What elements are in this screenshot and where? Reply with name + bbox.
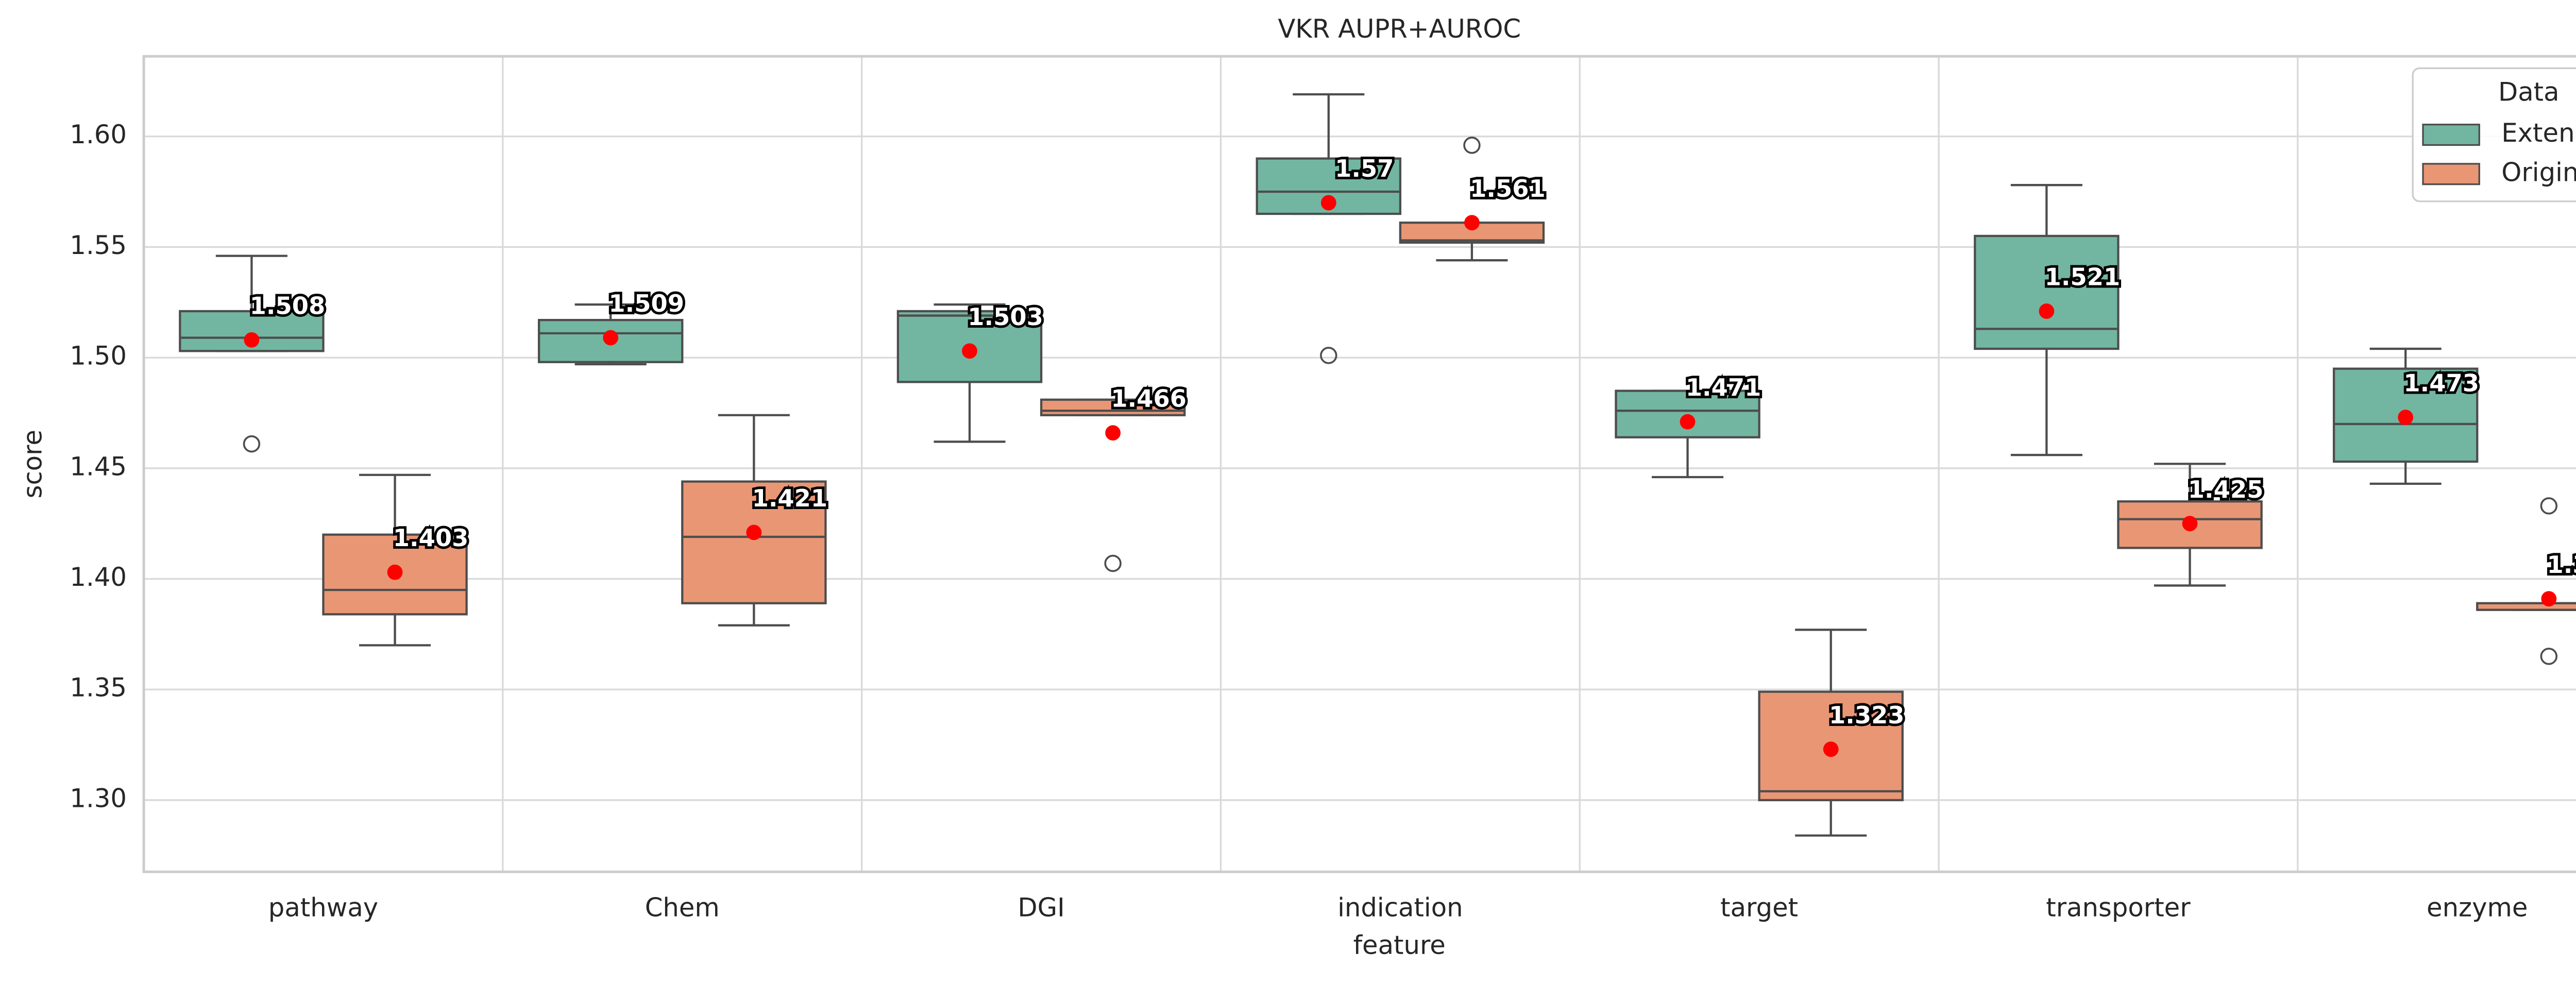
mean-label: 1.471 bbox=[1686, 374, 1761, 401]
x-tick-label: indication bbox=[1337, 892, 1463, 922]
mean-label: 1.466 bbox=[1111, 385, 1187, 413]
x-tick-label: Chem bbox=[645, 892, 720, 922]
box bbox=[681, 480, 827, 604]
outlier bbox=[2540, 648, 2558, 665]
box bbox=[1615, 390, 1760, 438]
x-axis-label: feature bbox=[1353, 930, 1446, 960]
plot-frame bbox=[142, 55, 2576, 873]
mean-point bbox=[1320, 195, 1336, 211]
mean-point bbox=[1823, 741, 1839, 757]
box-group: 1.508 bbox=[179, 255, 328, 453]
mean-point bbox=[2541, 591, 2557, 607]
y-tick-label: 1.40 bbox=[70, 562, 127, 592]
mean-point bbox=[746, 525, 762, 540]
legend-title: Data bbox=[2498, 77, 2560, 107]
box-group: 1.421 bbox=[681, 414, 830, 627]
box-group: 1.425 bbox=[2117, 463, 2266, 587]
y-tick-label: 1.50 bbox=[70, 341, 127, 371]
mean-point bbox=[2182, 516, 2198, 532]
box bbox=[1974, 234, 2120, 350]
mean-label: 1.503 bbox=[968, 303, 1043, 331]
outlier bbox=[243, 435, 261, 453]
mean-label: 1.425 bbox=[2188, 476, 2264, 503]
outlier bbox=[1463, 137, 1481, 154]
box-group: 1.473 bbox=[2332, 347, 2482, 485]
mean-point bbox=[387, 564, 403, 580]
box-group: 1.323 bbox=[1758, 629, 1907, 837]
mean-point bbox=[1105, 425, 1121, 441]
box-group: 1.561 bbox=[1399, 137, 1548, 262]
mean-label: 1.57 bbox=[1335, 155, 1394, 182]
y-axis-label: score bbox=[18, 430, 48, 498]
legend-label: Extended bbox=[2501, 118, 2576, 148]
box-group: 1.521 bbox=[1974, 184, 2123, 456]
mean-point bbox=[2398, 410, 2414, 425]
mean-label: 1.509 bbox=[608, 290, 684, 317]
box bbox=[1040, 398, 1186, 416]
box-group: 1.57 bbox=[1256, 93, 1402, 364]
x-tick-label: pathway bbox=[268, 892, 378, 922]
box-group: 1.509 bbox=[537, 287, 687, 366]
mean-point bbox=[1464, 215, 1480, 231]
x-tick-label: DGI bbox=[1018, 892, 1064, 922]
x-tick-label: target bbox=[1720, 892, 1798, 922]
box-group: 1.466 bbox=[1040, 382, 1189, 572]
mean-label: 1.391 bbox=[2547, 551, 2576, 579]
chart-title: VKR AUPR+AUROC bbox=[1278, 14, 1521, 44]
legend-swatch bbox=[2422, 163, 2480, 185]
outlier bbox=[1320, 347, 1337, 364]
mean-point bbox=[2039, 303, 2055, 319]
mean-point bbox=[244, 332, 260, 348]
y-tick-label: 1.60 bbox=[70, 120, 127, 149]
legend-label: Original bbox=[2501, 157, 2576, 187]
box-group: 1.503 bbox=[896, 300, 1046, 443]
mean-label: 1.403 bbox=[393, 524, 469, 552]
box bbox=[537, 318, 684, 363]
box-group: 1.391 bbox=[2476, 497, 2576, 665]
y-tick-label: 1.35 bbox=[70, 673, 127, 703]
y-tick-label: 1.30 bbox=[70, 783, 127, 813]
x-tick-label: transporter bbox=[2046, 892, 2191, 922]
mean-point bbox=[603, 330, 619, 346]
mean-point bbox=[1680, 414, 1696, 430]
y-tick-label: 1.45 bbox=[70, 451, 127, 481]
x-tick-label: enzyme bbox=[2427, 892, 2528, 922]
mean-label: 1.421 bbox=[752, 484, 828, 512]
mean-point bbox=[962, 343, 977, 359]
mean-label: 1.561 bbox=[1470, 175, 1546, 202]
outlier bbox=[2540, 497, 2558, 515]
mean-label: 1.323 bbox=[1829, 701, 1905, 729]
outlier bbox=[1104, 554, 1122, 572]
box-group: 1.403 bbox=[322, 473, 471, 647]
mean-label: 1.508 bbox=[250, 292, 326, 319]
mean-label: 1.473 bbox=[2403, 369, 2479, 397]
legend-swatch bbox=[2422, 124, 2480, 146]
mean-label: 1.521 bbox=[2045, 263, 2121, 291]
box-group: 1.471 bbox=[1615, 371, 1764, 479]
y-tick-label: 1.55 bbox=[70, 230, 127, 260]
